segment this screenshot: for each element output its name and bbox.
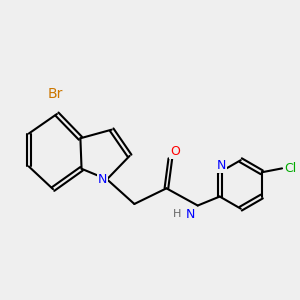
Text: N: N <box>186 208 195 220</box>
Text: N: N <box>98 173 107 186</box>
Text: O: O <box>170 145 180 158</box>
Text: N: N <box>217 159 226 172</box>
Text: Br: Br <box>47 87 63 101</box>
Text: H: H <box>173 209 182 219</box>
Text: Cl: Cl <box>284 162 297 175</box>
